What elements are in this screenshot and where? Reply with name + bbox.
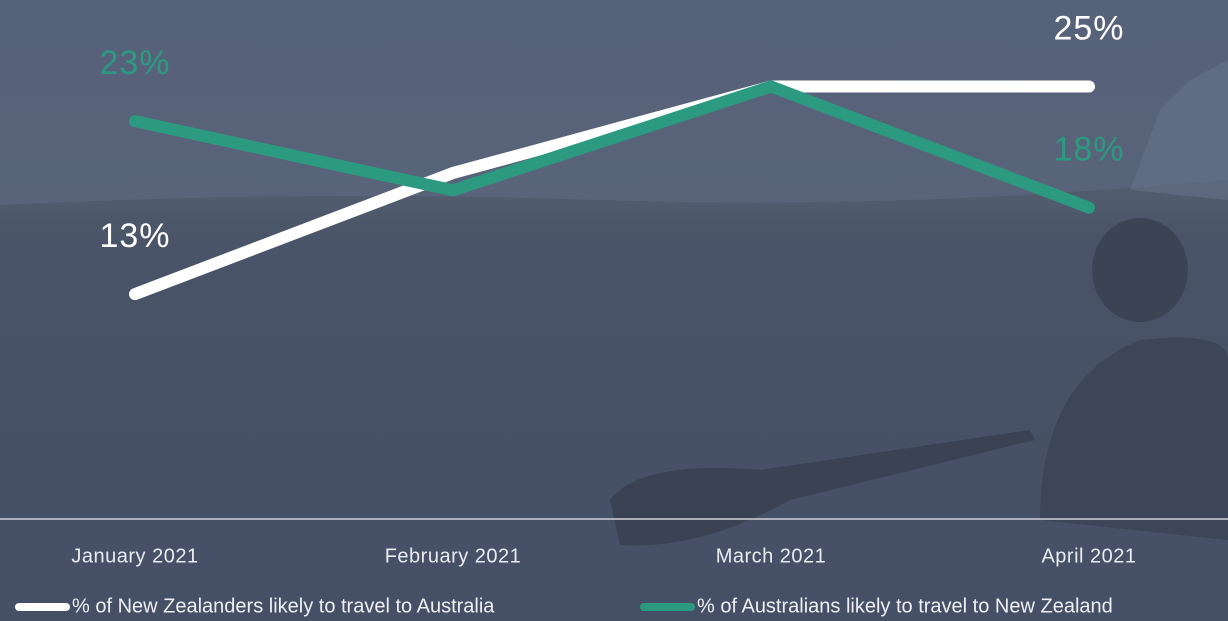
- kayaker-head: [1092, 218, 1188, 322]
- chart: January 2021 February 2021 March 2021 April…: [0, 0, 1228, 621]
- legend-label: % of New Zealanders likely to travel to …: [72, 595, 495, 617]
- value-label: 18%: [1053, 131, 1124, 169]
- value-label: 23%: [99, 44, 170, 82]
- x-tick-label: February 2021: [385, 545, 522, 567]
- value-label: 25%: [1053, 9, 1124, 47]
- legend-label: % of Australians likely to travel to New…: [697, 595, 1113, 617]
- x-tick-label: January 2021: [71, 545, 198, 567]
- x-tick-label: April 2021: [1041, 545, 1136, 567]
- x-tick-label: March 2021: [716, 545, 827, 567]
- background: [0, 0, 1228, 621]
- page: January 2021 February 2021 March 2021 April…: [0, 0, 1228, 621]
- value-label: 13%: [99, 217, 170, 255]
